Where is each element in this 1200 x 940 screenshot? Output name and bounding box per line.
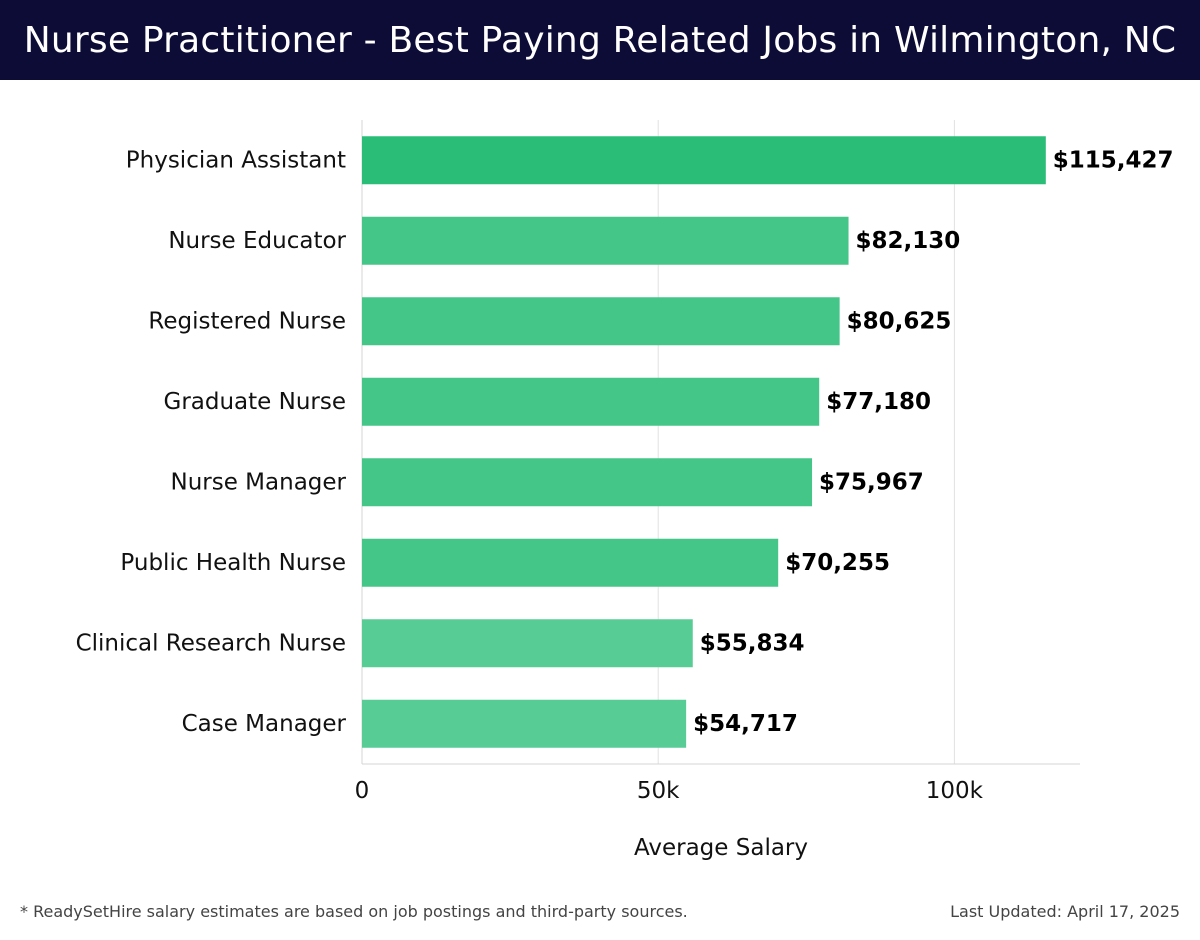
bar-0 [362,136,1046,185]
category-label-5: Public Health Nurse [120,550,346,576]
bar-5 [362,538,779,587]
bar-6 [362,619,693,668]
category-label-3: Graduate Nurse [164,389,347,415]
category-label-2: Registered Nurse [148,308,346,334]
category-label-1: Nurse Educator [168,228,346,254]
bar-7 [362,699,687,748]
x-tick-label-0: 0 [355,778,370,804]
category-label-7: Case Manager [182,711,347,737]
value-label-4: $75,967 [819,469,924,495]
bar-3 [362,377,820,426]
value-label-2: $80,625 [847,308,952,334]
value-label-1: $82,130 [856,228,961,254]
value-label-5: $70,255 [785,550,890,576]
x-tick-label-2: 100k [926,778,984,804]
category-label-0: Physician Assistant [126,147,346,173]
value-label-6: $55,834 [700,630,805,656]
category-label-4: Nurse Manager [171,469,347,495]
salary-bar-chart: Physician Assistant $115,427 Nurse Educato… [76,120,1174,861]
last-updated: Last Updated: April 17, 2025 [950,902,1180,921]
bar-2 [362,297,840,346]
x-tick-label-1: 50k [637,778,680,804]
title-bar: Nurse Practitioner - Best Paying Related… [0,0,1200,80]
bar-1 [362,216,849,265]
value-label-3: $77,180 [826,389,931,415]
bar-4 [362,458,813,507]
category-label-6: Clinical Research Nurse [76,630,346,656]
x-axis-title: Average Salary [634,835,808,861]
footer-note: * ReadySetHire salary estimates are base… [20,902,688,921]
page-title: Nurse Practitioner - Best Paying Related… [23,19,1177,61]
value-label-0: $115,427 [1053,147,1174,173]
value-label-7: $54,717 [693,711,798,737]
